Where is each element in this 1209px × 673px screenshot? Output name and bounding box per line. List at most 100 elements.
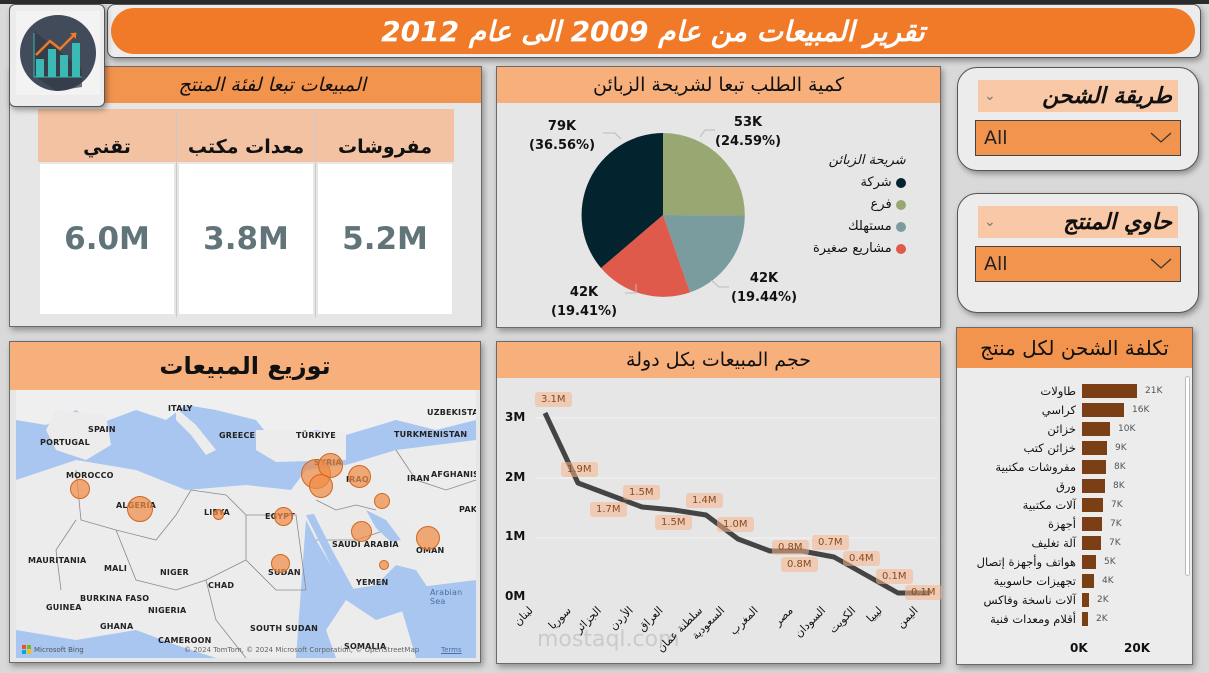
bubble-egypt[interactable] xyxy=(274,507,293,526)
category-sales-panel: المبيعات تبعا لفئة المنتج مفروشات 5.2M م… xyxy=(9,66,482,327)
map-label: SAUDI ARABIA xyxy=(332,540,399,549)
data-label: 1.0M xyxy=(717,517,754,532)
shipping-method-slicer: ⌄ طريقة الشحن All xyxy=(957,67,1199,171)
legend-item-branch[interactable]: فرع xyxy=(813,197,906,212)
pie-chart[interactable] xyxy=(497,67,942,329)
bar-row[interactable]: طاولات 21K xyxy=(1040,383,1163,398)
legend-item-company[interactable]: شركة xyxy=(813,175,906,190)
y-tick: 0M xyxy=(505,589,526,603)
legend-title: شريحة الزبائن xyxy=(828,153,906,168)
map-label: ITALY xyxy=(168,404,193,413)
line-panel-title: حجم المبيعات بكل دولة xyxy=(497,342,940,378)
map-panel-title: توزيع المبيعات xyxy=(10,342,480,390)
bar-row[interactable]: ورق 8K xyxy=(1055,478,1125,493)
category-value: 3.8M xyxy=(179,164,313,314)
bubble-algeria[interactable] xyxy=(127,496,153,522)
bar-row[interactable]: تجهيزات حاسوبية 4K xyxy=(993,573,1114,588)
map-label: PAKISTAN xyxy=(459,505,476,514)
category-card-furniture[interactable]: مفروشات 5.2M xyxy=(315,109,454,317)
map-label: IRAN xyxy=(407,474,430,483)
bubble-oman[interactable] xyxy=(416,526,440,550)
bar-row[interactable]: أقلام ومعدات فنية 2K xyxy=(990,611,1108,626)
microsoft-logo-icon xyxy=(22,645,31,654)
pie-slice-consumer xyxy=(663,215,745,293)
shipping-method-dropdown[interactable]: All xyxy=(975,120,1181,156)
bar-row[interactable]: خزائن 10K xyxy=(1047,421,1136,436)
map-label: YEMEN xyxy=(356,578,389,587)
slicer-header[interactable]: ⌄ طريقة الشحن xyxy=(978,80,1178,112)
bar-panel-title: تكلفة الشحن لكل منتج xyxy=(957,328,1192,368)
vertical-scrollbar[interactable] xyxy=(1185,376,1190,576)
category-value: 6.0M xyxy=(40,164,174,314)
pie-slice-small-business xyxy=(601,215,690,297)
chevron-down-icon[interactable]: ⌄ xyxy=(984,214,996,230)
x-axis-tick: 0K xyxy=(1070,641,1088,655)
watermark: mostaql.com xyxy=(537,627,680,652)
product-container-slicer: ⌄ حاوي المنتج All xyxy=(957,193,1199,313)
category-card-tech[interactable]: تقني 6.0M xyxy=(38,109,176,317)
bubble-sudan[interactable] xyxy=(271,554,290,573)
map-label: MALI xyxy=(104,564,128,573)
legend-dot-icon xyxy=(895,199,906,210)
bar-row[interactable]: أجهزة 7K xyxy=(1048,516,1122,531)
legend-dot-icon xyxy=(895,243,906,254)
sales-distribution-map-panel: توزيع المبيعات xyxy=(9,341,481,663)
bar-row[interactable]: كراسي 16K xyxy=(1041,402,1150,417)
map-label: SPAIN xyxy=(88,425,116,434)
bubble-syria[interactable] xyxy=(318,453,343,478)
bar-row[interactable]: هواتف وأجهزة إتصال 5K xyxy=(976,554,1116,569)
legend-item-consumer[interactable]: مستهلك xyxy=(813,219,906,234)
bubble-iraq[interactable] xyxy=(348,465,371,488)
map-label: UZBEKISTAN xyxy=(427,408,476,417)
bubble-libya[interactable] xyxy=(213,509,224,520)
data-label: 1.5M xyxy=(623,485,660,500)
map-label: OMAN xyxy=(416,546,445,555)
bar-row[interactable]: آلات ناسخة وفاكس 2K xyxy=(983,592,1109,607)
bar-row[interactable]: آلة تغليف 7K xyxy=(1031,535,1121,550)
category-value: 5.2M xyxy=(318,164,452,314)
chevron-down-icon xyxy=(1150,258,1172,269)
pie-slice-branch xyxy=(663,133,745,216)
bubble-saudi[interactable] xyxy=(351,521,372,542)
data-label: 1.7M xyxy=(590,502,627,517)
category-table: مفروشات 5.2M معدات مكتب 3.8M تقني 6.0M xyxy=(38,109,454,317)
data-label: 1.5M xyxy=(655,515,692,530)
map-attribution[interactable]: © 2024 TomTom, © 2024 Microsoft Corporat… xyxy=(184,646,420,654)
bubble-morocco[interactable] xyxy=(70,479,90,499)
data-label: 0.1M xyxy=(905,585,942,600)
window-top-strip xyxy=(0,0,1209,4)
chevron-down-icon[interactable]: ⌄ xyxy=(984,88,996,104)
bar-row[interactable]: مفروشات مكتبية 8K xyxy=(995,459,1126,474)
map-canvas[interactable]: ITALY SPAIN PORTUGAL GREECE TÜRKIYE UZBE… xyxy=(16,390,476,658)
slicer-label: طريقة الشحن xyxy=(1042,83,1172,109)
category-label: معدات مكتب xyxy=(177,109,315,162)
map-label: TÜRKIYE xyxy=(296,431,336,440)
page-title: تقرير المبيعات من عام 2009 الى عام 2012 xyxy=(111,8,1195,54)
bar-row[interactable]: آلات مكتبية 7K xyxy=(1022,497,1123,512)
category-card-office[interactable]: معدات مكتب 3.8M xyxy=(176,109,315,317)
product-container-dropdown[interactable]: All xyxy=(975,246,1181,282)
dropdown-value: All xyxy=(984,253,1008,275)
map-label: SUDAN xyxy=(268,568,301,577)
pie-label-small-business: 42K (19.41%) xyxy=(551,285,618,319)
bubble-yemen[interactable] xyxy=(379,560,389,570)
title-frame: تقرير المبيعات من عام 2009 الى عام 2012 xyxy=(107,4,1201,58)
slicer-header[interactable]: ⌄ حاوي المنتج xyxy=(978,206,1178,238)
slicer-label: حاوي المنتج xyxy=(1063,209,1172,235)
dropdown-value: All xyxy=(984,127,1008,149)
map-terms-link[interactable]: Terms xyxy=(441,646,462,654)
data-label: 0.7M xyxy=(812,535,849,550)
pie-legend: شريحة الزبائن شركة فرع مستهلك مشاريع صغي… xyxy=(813,153,906,263)
map-label: PORTUGAL xyxy=(40,438,90,447)
line-chart[interactable] xyxy=(497,342,942,665)
map-label: GHANA xyxy=(100,622,134,631)
legend-dot-icon xyxy=(895,221,906,232)
data-label: 0.8M xyxy=(781,557,818,572)
bubble-jordan[interactable] xyxy=(309,474,333,498)
bar-row[interactable]: خزائن كتب 9K xyxy=(1023,440,1127,455)
map-label: MOROCCO xyxy=(66,471,114,480)
bubble-kuwait[interactable] xyxy=(374,493,390,509)
map-label: SOUTH SUDAN xyxy=(250,624,318,633)
legend-item-small-business[interactable]: مشاريع صغيرة xyxy=(813,241,906,256)
y-tick: 2M xyxy=(505,470,526,484)
